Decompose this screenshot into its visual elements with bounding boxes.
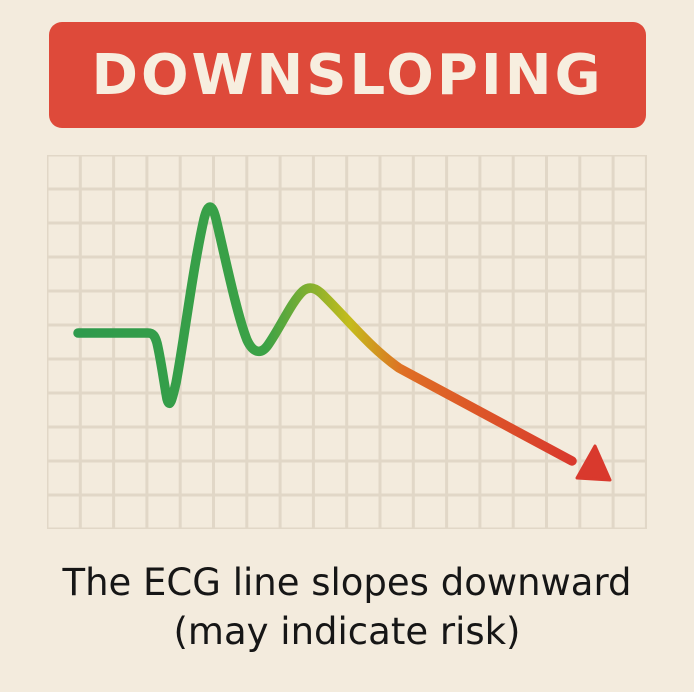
arrowhead-icon [575,444,612,482]
caption: The ECG line slopes downward (may indica… [0,558,694,656]
banner-title: DOWNSLOPING [91,43,604,108]
ecg-trace [73,202,577,466]
graph-grid [47,155,647,529]
title-banner: DOWNSLOPING [49,22,646,128]
caption-line-2: (may indicate risk) [173,610,521,653]
ecg-graph [47,155,647,529]
caption-line-1: The ECG line slopes downward [62,561,632,604]
